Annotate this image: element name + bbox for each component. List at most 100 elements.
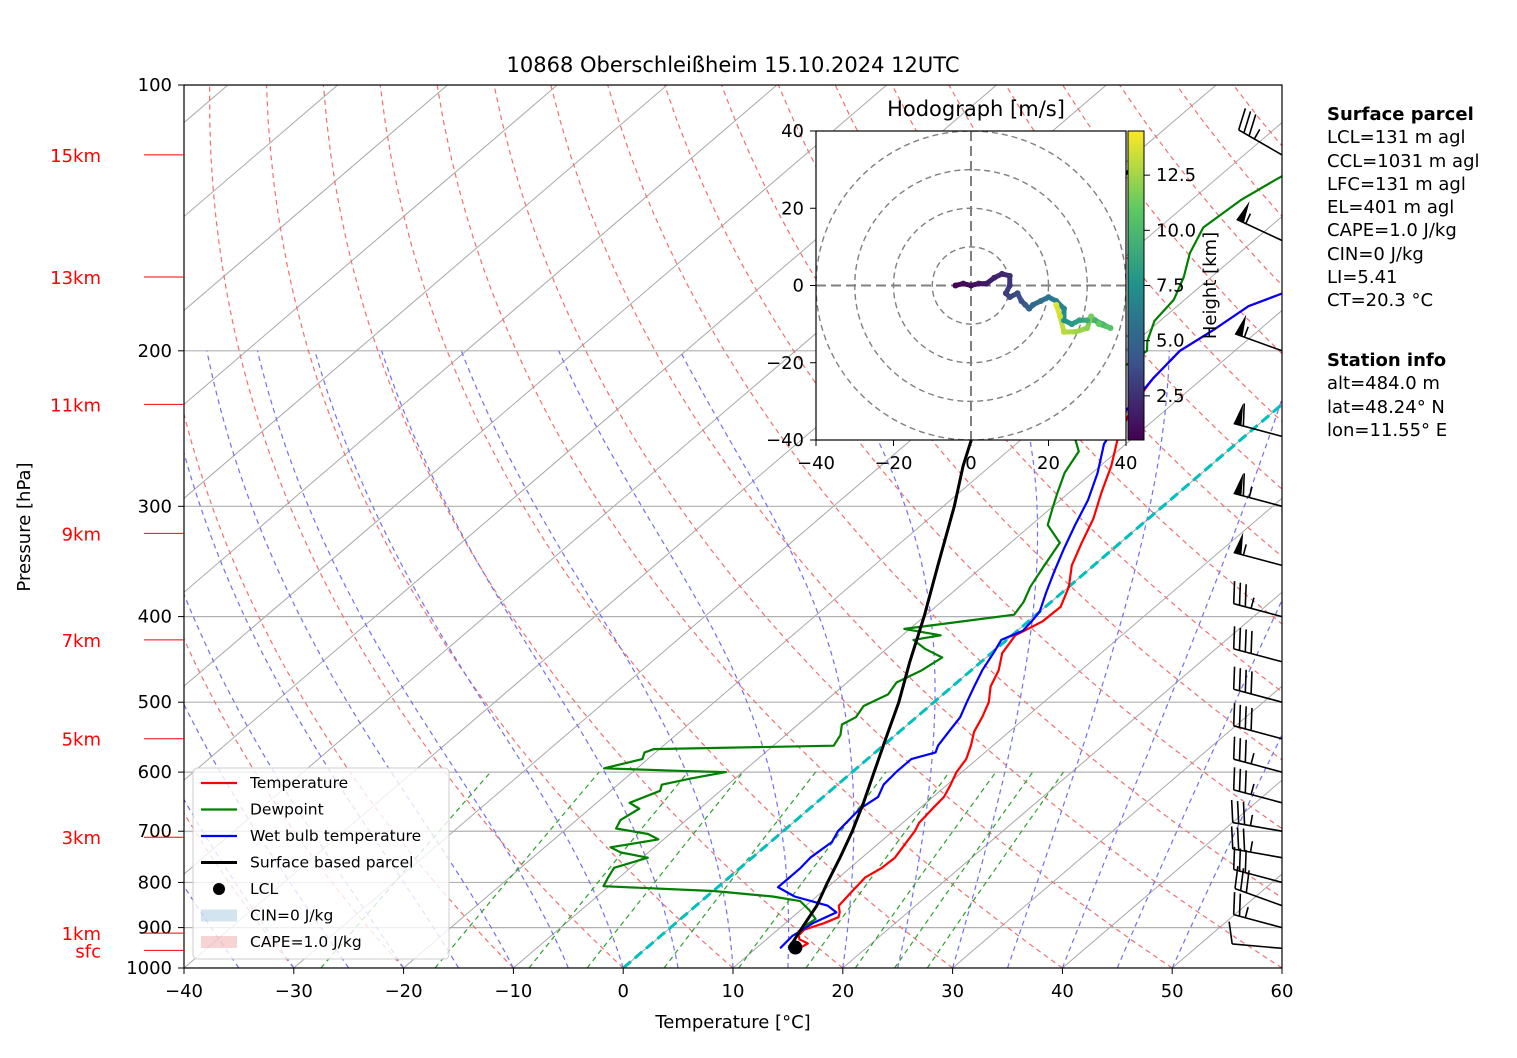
hodograph-point	[991, 275, 997, 281]
colorbar-tick-label: 2.5	[1156, 386, 1185, 407]
mixing-ratio-line	[587, 772, 743, 968]
hodograph-point	[1015, 290, 1021, 296]
wind-barb-flag	[1234, 403, 1244, 425]
parcel-lfc: LFC=131 m agl	[1327, 173, 1480, 196]
hodograph-point	[953, 283, 959, 289]
hodograph-point	[1030, 302, 1036, 308]
wind-barb-flag	[1235, 314, 1246, 336]
parcel-el: EL=401 m agl	[1327, 196, 1480, 219]
hodograph-point	[1007, 273, 1013, 279]
wind-barb-feather	[1251, 631, 1252, 654]
x-tick-label: −40	[165, 981, 203, 1002]
hodograph-x-tick-label: 0	[965, 453, 976, 474]
wind-barb-feather	[1245, 740, 1246, 763]
parcel-cape: CAPE=1.0 J/kg	[1327, 219, 1480, 242]
y-tick-label: 400	[138, 607, 172, 628]
wind-barb-feather	[1232, 800, 1233, 823]
hodograph-x-tick-label: 20	[1037, 453, 1060, 474]
legend-item: Dewpoint	[250, 801, 324, 819]
station-info: Station info alt=484.0 m lat=48.24° N lo…	[1327, 349, 1447, 442]
legend-swatch	[201, 910, 237, 922]
lcl-marker	[788, 941, 802, 955]
wind-barb-feather	[1239, 108, 1246, 130]
wind-barb-shaft	[1232, 944, 1282, 948]
wind-barb-feather	[1243, 403, 1244, 426]
height-tick-label: 1km	[62, 924, 101, 945]
wind-barb-feather	[1249, 114, 1256, 136]
wind-barb-feather	[1239, 668, 1240, 691]
moist-adiabat	[1062, 351, 1297, 968]
parcel-cin: CIN=0 J/kg	[1327, 243, 1480, 266]
wind-barb-half-feather	[1251, 753, 1254, 764]
wind-barb	[1239, 108, 1282, 155]
wind-barb-shaft	[1234, 869, 1282, 882]
parcel-ct: CT=20.3 °C	[1327, 289, 1480, 312]
wind-barb-shaft	[1234, 915, 1282, 928]
wind-barb-feather	[1234, 847, 1235, 870]
y-tick-label: 500	[138, 692, 172, 713]
wind-barb-feather	[1239, 705, 1240, 728]
hodograph-point	[1046, 294, 1052, 300]
wind-barb-feather	[1239, 583, 1240, 606]
hodograph-point	[1053, 302, 1059, 308]
mixing-ratio-line	[529, 772, 688, 968]
x-tick-label: 10	[722, 981, 745, 1002]
wind-barb-shaft	[1233, 823, 1282, 832]
station-info-title: Station info	[1327, 349, 1447, 372]
hodograph-point	[1061, 306, 1067, 312]
legend-item: CIN=0 J/kg	[250, 907, 333, 925]
parcel-ccl: CCL=1031 m agl	[1327, 150, 1480, 173]
hodograph-x-tick-label: −20	[875, 453, 913, 474]
mixing-ratio-line	[435, 772, 599, 968]
wind-barb-half-feather	[1250, 815, 1252, 826]
legend-item: Surface based parcel	[250, 854, 413, 872]
wind-barb-feather	[1243, 802, 1244, 825]
x-tick-label: 20	[831, 981, 854, 1002]
hodograph-point	[1077, 317, 1083, 323]
colorbar-tick-label: 10.0	[1156, 220, 1196, 241]
wind-barb-half-feather	[1244, 327, 1248, 337]
x-tick-label: 0	[617, 981, 628, 1002]
wind-barb	[1237, 201, 1282, 240]
hodograph-x-tick-label: 40	[1115, 453, 1138, 474]
legend-item: LCL	[250, 880, 278, 898]
x-axis-label: Temperature [°C]	[654, 1012, 810, 1033]
wind-barb-feather	[1245, 670, 1246, 693]
wind-barb-half-feather	[1254, 129, 1260, 139]
x-tick-label: −30	[275, 981, 313, 1002]
y-tick-label: 200	[138, 341, 172, 362]
wind-barb-shaft	[1235, 889, 1282, 906]
hodograph-point	[1007, 283, 1013, 289]
hodograph-point	[1084, 325, 1090, 331]
wind-barb	[1234, 532, 1282, 565]
wind-barb-feather	[1245, 850, 1246, 873]
hodograph-title: Hodograph [m/s]	[887, 97, 1065, 121]
wind-barb-shaft	[1234, 604, 1282, 617]
wind-barb-feather	[1234, 767, 1235, 790]
hodograph-point	[1088, 313, 1094, 319]
wind-barb	[1234, 473, 1282, 506]
y-tick-label: 800	[138, 872, 172, 893]
hodograph-y-tick-label: −20	[766, 353, 804, 374]
wind-barb-feather	[1239, 769, 1240, 792]
wind-barb-feather	[1243, 473, 1244, 496]
wind-barb-feather	[1232, 826, 1233, 849]
wind-barb	[1234, 667, 1282, 702]
wind-barb-feather	[1239, 628, 1240, 651]
wind-barb-feather	[1239, 894, 1240, 917]
x-tick-label: −10	[494, 981, 532, 1002]
wind-barb-feather	[1234, 581, 1235, 604]
wind-barb-feather	[1238, 828, 1239, 851]
wind-barb-feather	[1243, 829, 1244, 852]
hodograph-y-tick-label: 40	[781, 121, 804, 142]
y-tick-label: 300	[138, 496, 172, 517]
wind-barb-feather	[1244, 111, 1251, 133]
wind-barb-feather	[1234, 737, 1235, 760]
y-tick-label: 600	[138, 762, 172, 783]
wind-barb-shaft	[1234, 689, 1282, 702]
hodograph-point	[1108, 325, 1114, 331]
hodograph-point	[999, 271, 1005, 277]
